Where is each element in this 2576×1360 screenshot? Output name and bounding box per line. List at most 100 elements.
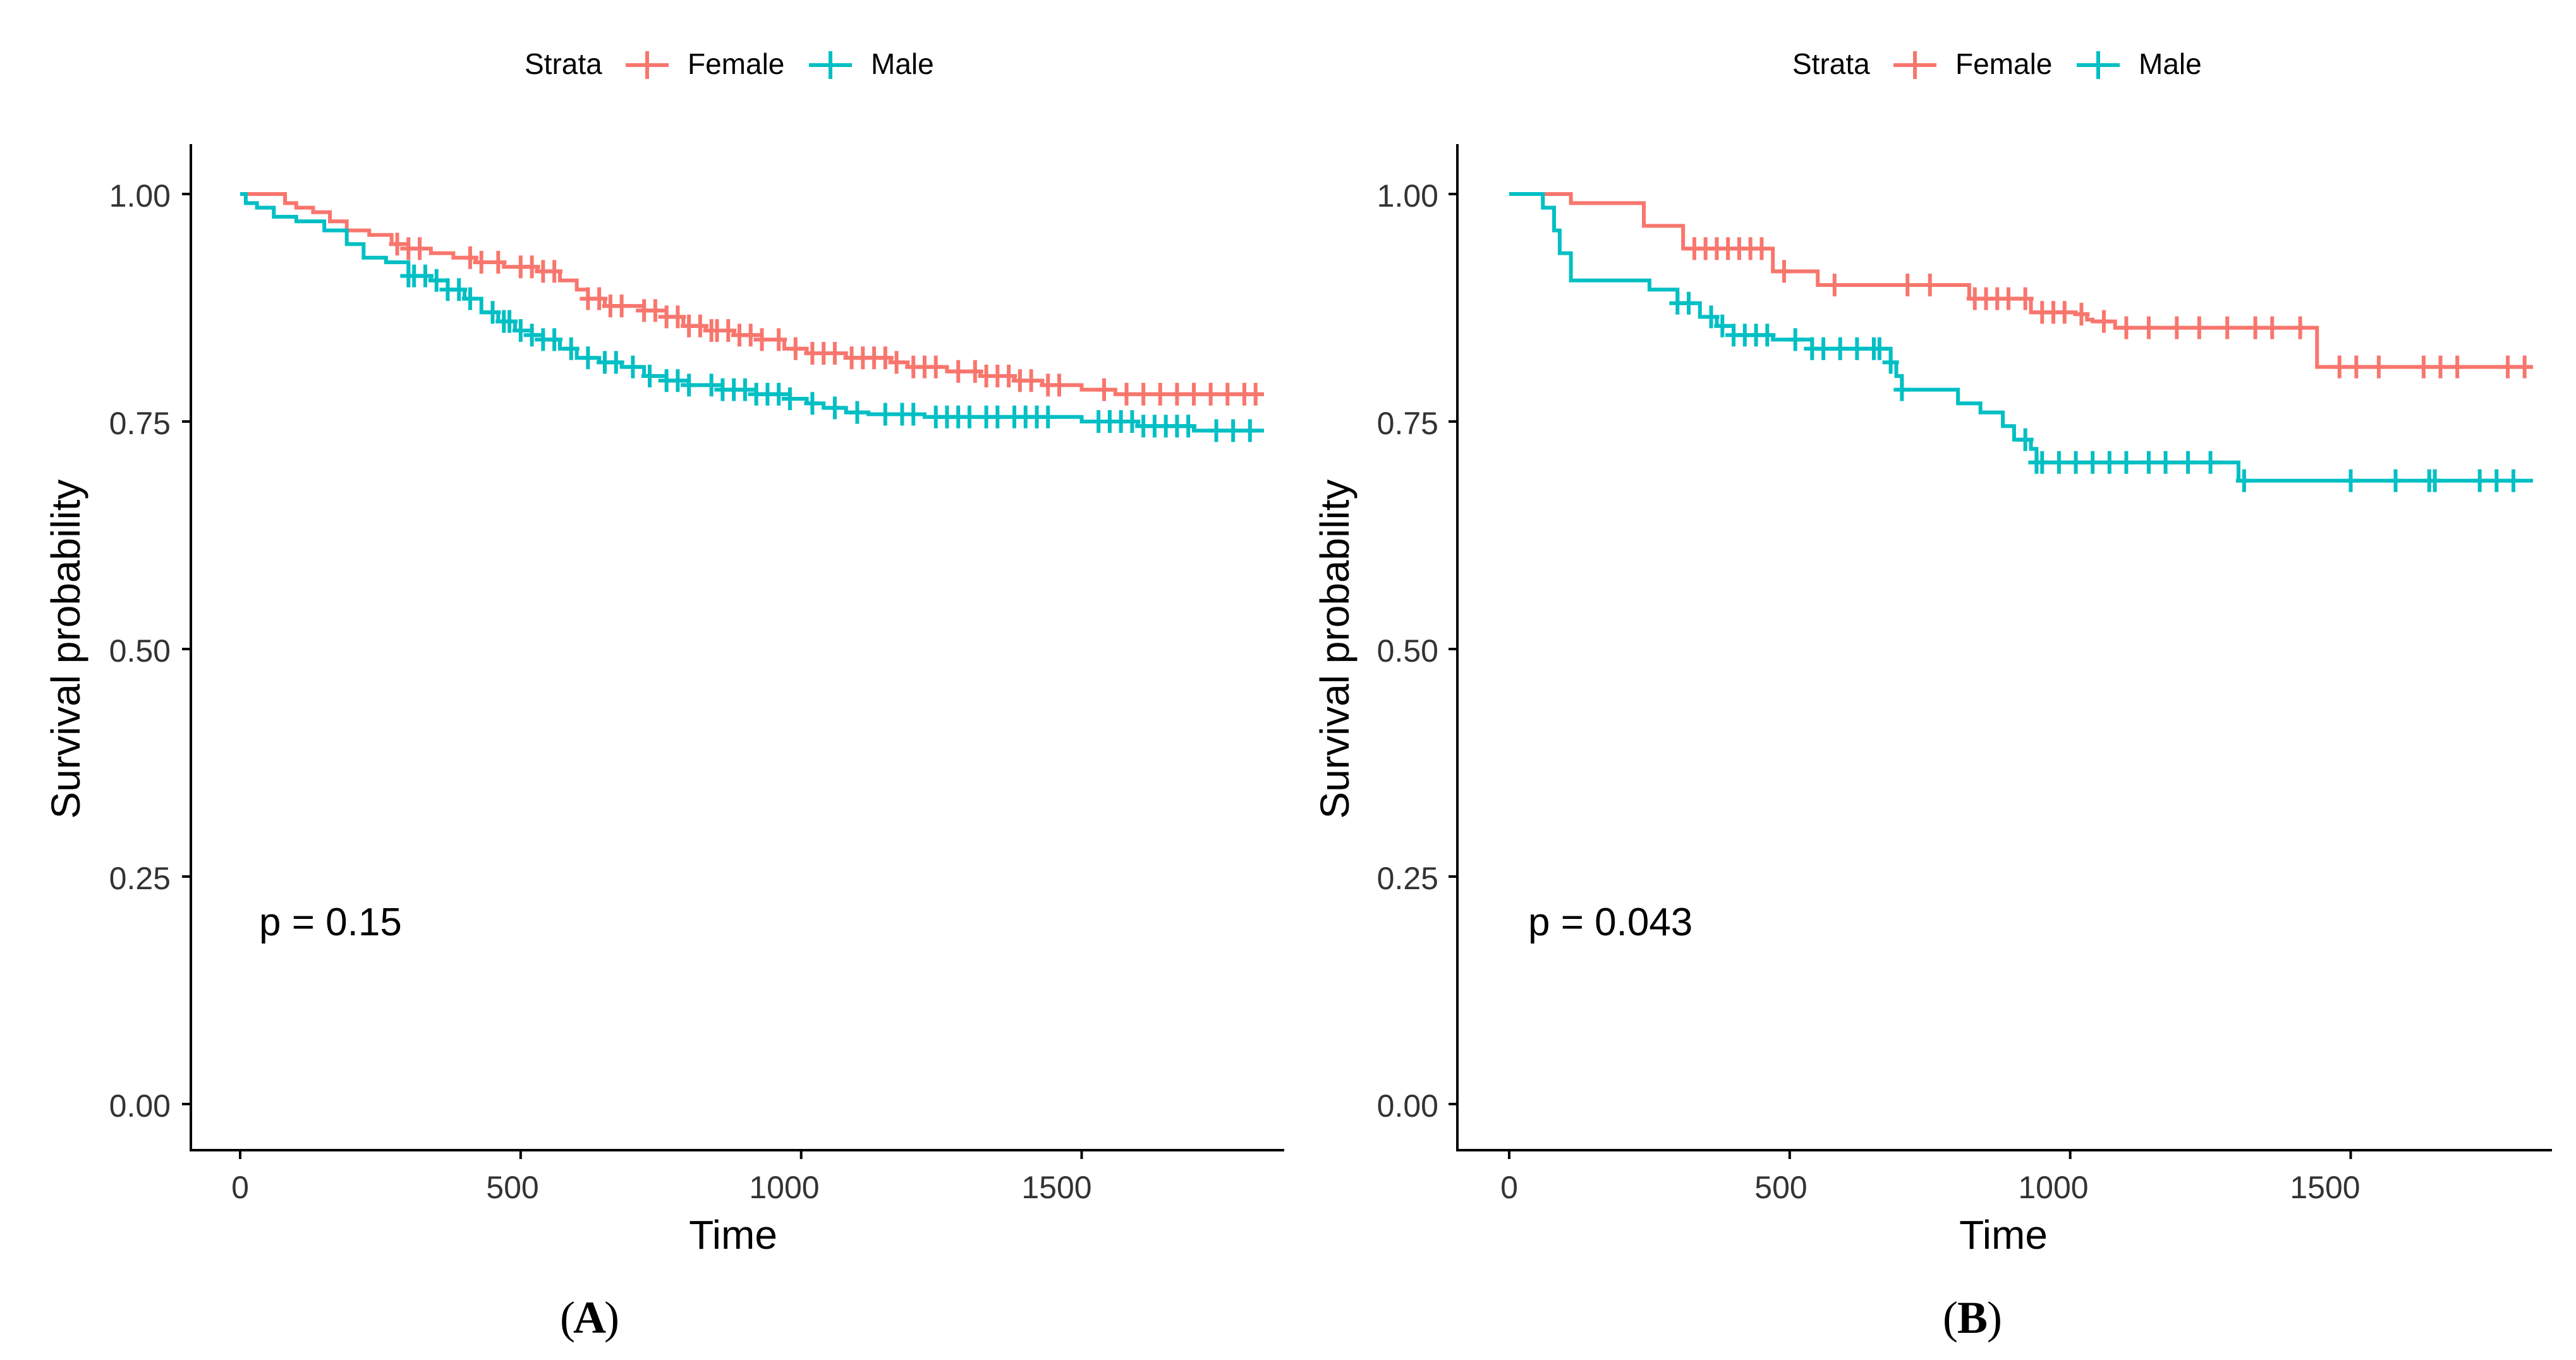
- censor-mark-male: [484, 301, 501, 324]
- legend-key-female: [626, 51, 669, 79]
- censor-mark-female: [1753, 237, 1770, 260]
- x-tick-label: 1000: [749, 1170, 819, 1205]
- panel-label: ( A ): [560, 1292, 619, 1343]
- censor-mark-female: [2118, 316, 2135, 339]
- x-tick-label: 1000: [2018, 1170, 2088, 1205]
- censor-mark-male: [2140, 451, 2157, 474]
- censor-mark-male: [989, 405, 1006, 428]
- censor-mark-male: [624, 355, 641, 379]
- censor-mark-female: [490, 251, 507, 274]
- panel-label-paren: (: [560, 1292, 575, 1343]
- censor-mark-male: [961, 405, 978, 428]
- censor-mark-male: [1787, 328, 1804, 351]
- x-tick-label: 500: [1754, 1170, 1807, 1205]
- censor-mark-male: [501, 310, 518, 333]
- survival-curve-female: [240, 192, 1264, 396]
- censor-mark-female: [1096, 378, 1113, 401]
- y-tick-label: 0.25: [109, 861, 171, 896]
- legend-label-female: Female: [1955, 47, 2052, 80]
- censor-mark-female: [2348, 355, 2365, 379]
- censor-mark-male: [2101, 451, 2118, 474]
- panel-label-letter: B: [1957, 1292, 1988, 1343]
- censor-mark-male: [1759, 324, 1776, 347]
- censor-mark-female: [2292, 316, 2309, 339]
- censor-mark-female: [2140, 316, 2157, 339]
- censor-mark-male: [1225, 419, 1242, 442]
- x-tick-label: 0: [231, 1170, 249, 1205]
- panel-label-letter: A: [573, 1292, 606, 1343]
- censor-mark-male: [2050, 451, 2067, 474]
- censor-mark-female: [2449, 355, 2466, 379]
- censor-mark-female: [2500, 355, 2517, 379]
- censor-mark-female: [2190, 316, 2208, 339]
- censor-mark-male: [2387, 469, 2404, 492]
- censor-mark-male: [1208, 419, 1225, 442]
- censor-mark-male: [1849, 337, 1866, 360]
- censor-mark-male: [2157, 451, 2174, 474]
- censor-mark-male: [2488, 469, 2505, 492]
- y-tick-label: 0.75: [1377, 406, 1438, 441]
- censor-mark-male: [2084, 451, 2101, 474]
- censor-mark-male: [826, 396, 843, 420]
- x-tick-label: 500: [486, 1170, 538, 1205]
- censor-mark-female: [523, 255, 540, 279]
- y-axis-label: Survival probability: [1312, 479, 1358, 818]
- censor-mark-female: [1219, 382, 1236, 406]
- censor-mark-female: [2264, 316, 2281, 339]
- x-axis-label: Time: [689, 1212, 777, 1258]
- censor-mark-male: [1680, 291, 1698, 315]
- censor-mark-female: [691, 314, 708, 337]
- censor-mark-female: [888, 351, 905, 374]
- censor-mark-female: [591, 287, 608, 310]
- censor-mark-female: [1775, 260, 1792, 283]
- censor-mark-male: [2067, 451, 2084, 474]
- censor-mark-female: [2415, 355, 2432, 379]
- censor-mark-male: [2180, 451, 2197, 474]
- censor-mark-female: [2331, 355, 2348, 379]
- censor-mark-female: [1169, 382, 1186, 406]
- censor-mark-male: [1241, 419, 1258, 442]
- censor-mark-female: [966, 360, 983, 383]
- x-axis: 0 500 1000 1500 Time: [191, 1149, 1284, 1258]
- censor-mark-male: [2505, 469, 2522, 492]
- x-tick-label: 1500: [1021, 1170, 1091, 1205]
- censor-mark-female: [2017, 287, 2034, 310]
- censor-mark-female: [1151, 382, 1169, 406]
- censor-mark-female: [2516, 355, 2533, 379]
- legend-label-male: Male: [2139, 47, 2202, 80]
- censor-mark-male: [1180, 415, 1197, 438]
- censor-mark-male: [736, 378, 753, 401]
- legend-key-female: [1893, 51, 1936, 79]
- censor-mark-female: [742, 324, 759, 347]
- panel-label-paren: (: [1943, 1292, 1958, 1343]
- y-axis-label: Survival probability: [43, 479, 88, 818]
- censor-mark-male: [2118, 451, 2135, 474]
- censor-mark-male: [580, 346, 597, 370]
- panel-label-paren: ): [1987, 1292, 2002, 1343]
- x-axis: 0 500 1000 1500 Time: [1457, 1149, 2552, 1258]
- censor-mark-female: [2247, 316, 2264, 339]
- legend: Strata Female Male: [525, 47, 934, 80]
- censor-mark-male: [607, 351, 624, 374]
- censor-mark-female: [669, 305, 686, 329]
- y-tick-label: 0.00: [109, 1088, 171, 1124]
- censor-mark-female: [2370, 355, 2387, 379]
- censor-mark-male: [849, 401, 866, 424]
- censor-mark-male: [451, 278, 468, 301]
- censor-mark-female: [1826, 274, 1843, 296]
- censor-mark-male: [2235, 469, 2252, 492]
- censor-mark-male: [1815, 337, 1832, 360]
- censor-mark-female: [1135, 382, 1152, 406]
- censor-mark-male: [1832, 337, 1849, 360]
- survival-curve-male: [240, 192, 1264, 433]
- censor-mark-female: [927, 355, 944, 379]
- censor-mark-male: [512, 319, 529, 342]
- panel-label-paren: ): [604, 1292, 619, 1343]
- censor-mark-male: [770, 382, 787, 406]
- censor-mark-female: [770, 328, 787, 351]
- censor-mark-male: [562, 337, 580, 360]
- censor-mark-male: [1124, 410, 1141, 433]
- censor-mark-female: [461, 246, 478, 269]
- censor-mark-male: [2034, 451, 2051, 474]
- p-value-annotation: p = 0.15: [259, 901, 402, 944]
